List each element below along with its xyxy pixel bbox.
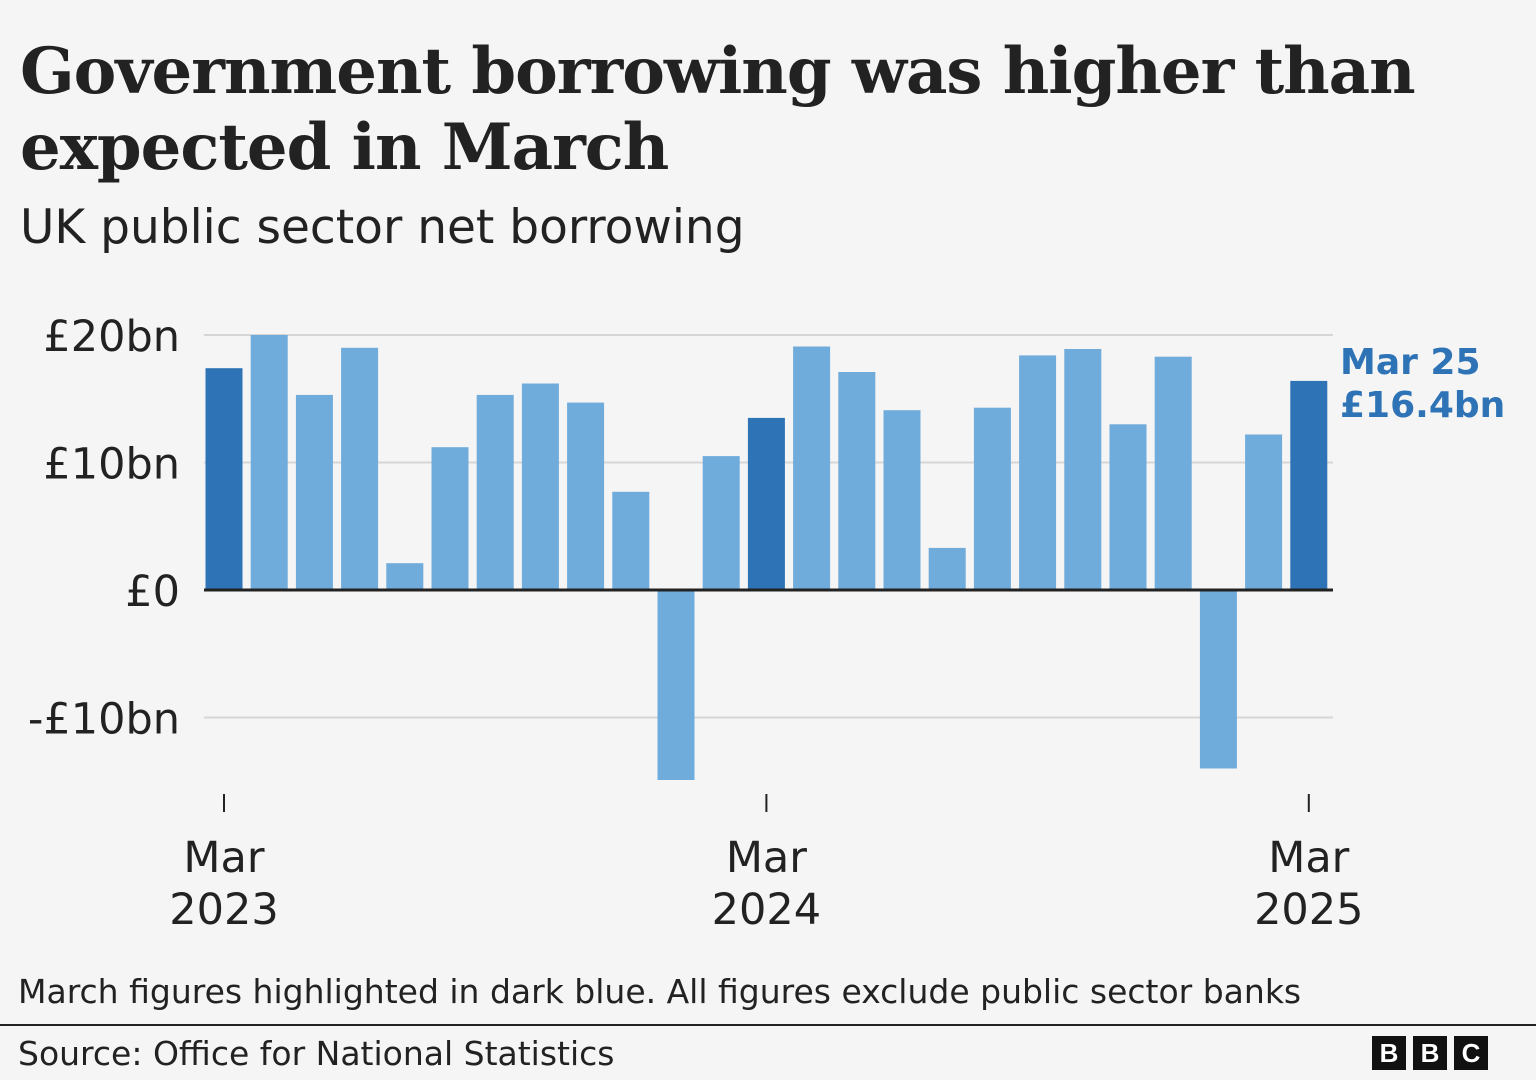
y-tick-label: £20bn <box>43 312 180 362</box>
bar <box>612 491 650 590</box>
bbc-logo-box: B <box>1372 1036 1406 1070</box>
x-tick-label: 2025 <box>1254 885 1363 935</box>
data-label: Mar 25 <box>1340 342 1481 383</box>
bar <box>567 402 605 590</box>
footer-divider <box>0 1024 1536 1026</box>
bar <box>1154 356 1192 590</box>
bar <box>702 456 740 590</box>
x-tick-label: Mar <box>1268 833 1349 883</box>
bar-chart: £20bn£10bn£0-£10bnMar2023Mar2024Mar2025M… <box>28 312 1505 935</box>
bar <box>657 590 695 780</box>
bar <box>1019 355 1057 590</box>
bar <box>476 394 514 590</box>
bar <box>793 346 831 590</box>
chart-title: Government borrowing was higher than exp… <box>20 34 1416 185</box>
bar <box>1064 349 1102 590</box>
y-tick-label: £0 <box>125 567 180 617</box>
bar <box>295 394 333 590</box>
x-tick-label: Mar <box>726 833 807 883</box>
bar <box>1290 380 1328 590</box>
bbc-logo-box: C <box>1454 1036 1488 1070</box>
bar <box>386 563 424 590</box>
bar <box>838 372 876 590</box>
x-tick-label: 2024 <box>712 885 821 935</box>
x-tick-label: 2023 <box>169 885 278 935</box>
source-credit: Source: Office for National Statistics <box>18 1034 615 1073</box>
bar <box>747 417 785 590</box>
bar <box>928 547 966 590</box>
x-tick-label: Mar <box>183 833 264 883</box>
bbc-logo-box: B <box>1413 1036 1447 1070</box>
bar <box>250 335 288 590</box>
bar <box>205 368 243 590</box>
bar <box>1109 424 1147 591</box>
y-tick-label: -£10bn <box>28 695 180 745</box>
bar <box>973 407 1011 590</box>
chart-note: March figures highlighted in dark blue. … <box>18 972 1302 1011</box>
bar <box>431 447 469 590</box>
bar <box>521 383 559 590</box>
chart-subtitle: UK public sector net borrowing <box>20 200 745 255</box>
data-label: £16.4bn <box>1340 385 1505 426</box>
bar <box>341 347 379 591</box>
bar <box>1199 590 1237 769</box>
y-tick-label: £10bn <box>43 440 180 490</box>
bar <box>883 410 921 590</box>
bar <box>1245 434 1283 590</box>
bbc-logo: B B C <box>1372 1036 1488 1070</box>
